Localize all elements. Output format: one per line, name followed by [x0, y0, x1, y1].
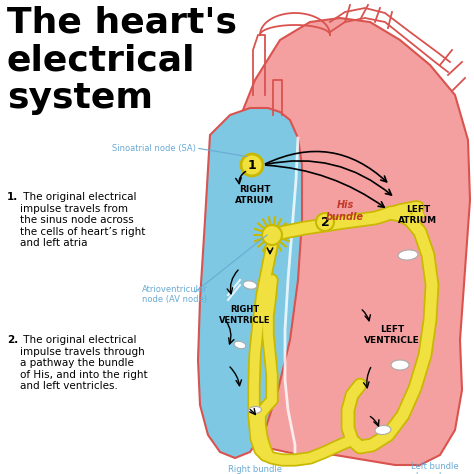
Ellipse shape [375, 426, 391, 435]
Polygon shape [235, 18, 470, 465]
Text: system: system [7, 81, 153, 115]
Text: 2: 2 [320, 216, 329, 228]
Text: Right bundle
branche: Right bundle branche [228, 465, 282, 474]
Text: 2.: 2. [7, 335, 18, 345]
Text: The heart's: The heart's [7, 5, 237, 39]
Text: LEFT
VENTRICLE: LEFT VENTRICLE [364, 325, 420, 345]
Text: 1.: 1. [7, 192, 18, 202]
Text: 1: 1 [247, 158, 256, 172]
Ellipse shape [398, 250, 418, 260]
Ellipse shape [243, 281, 257, 289]
Text: electrical: electrical [7, 43, 195, 77]
Circle shape [262, 225, 282, 245]
Polygon shape [198, 108, 302, 458]
Text: His
bundle: His bundle [326, 200, 364, 222]
Circle shape [241, 154, 263, 176]
Text: LEFT
ATRIUM: LEFT ATRIUM [399, 205, 438, 225]
Text: Left bundle
branches: Left bundle branches [411, 462, 459, 474]
Circle shape [316, 213, 334, 231]
Text: The original electrical
impulse travels through
a pathway the bundle
of His, and: The original electrical impulse travels … [20, 335, 147, 392]
Text: RIGHT
ATRIUM: RIGHT ATRIUM [236, 185, 274, 205]
Ellipse shape [234, 341, 246, 349]
Ellipse shape [248, 407, 262, 413]
Text: Atrioventricular
node (AV node): Atrioventricular node (AV node) [142, 285, 208, 304]
Text: RIGHT
VENTRICLE: RIGHT VENTRICLE [219, 305, 271, 325]
Ellipse shape [391, 360, 409, 370]
Text: Sinoatrial node (SA): Sinoatrial node (SA) [112, 144, 196, 153]
Text: The original electrical
impulse travels from
the sinus node across
the cells of : The original electrical impulse travels … [20, 192, 146, 248]
